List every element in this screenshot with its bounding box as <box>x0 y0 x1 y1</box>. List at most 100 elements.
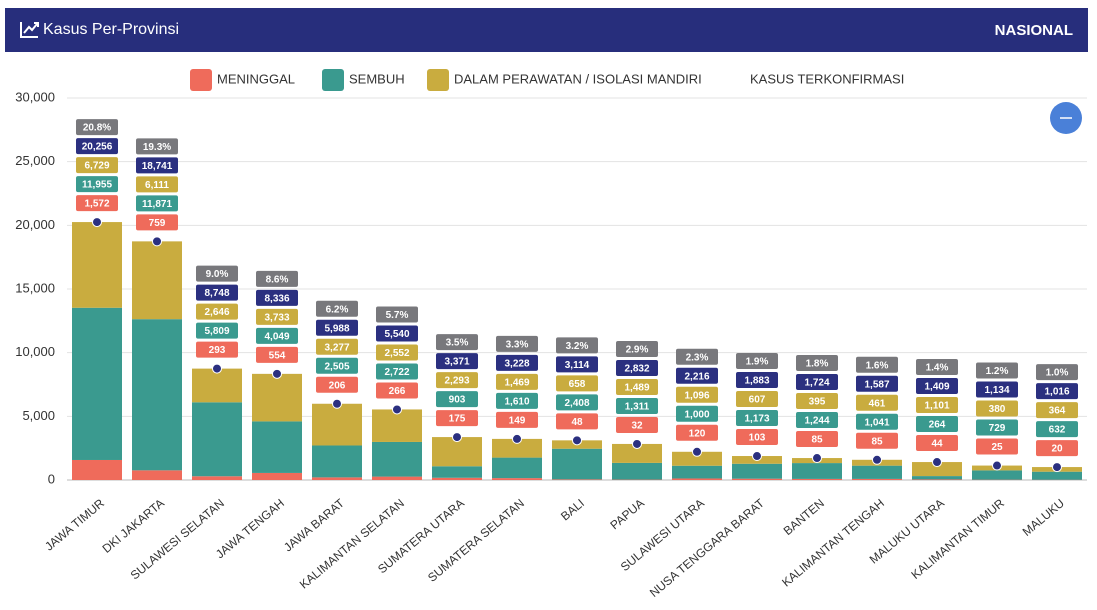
share-label: 8.6% <box>266 274 289 285</box>
total-label: 3,114 <box>565 360 590 371</box>
bar-segment <box>132 319 182 470</box>
header-title: Kasus Per-Provinsi <box>43 21 179 38</box>
bar-segment <box>252 421 302 473</box>
value-label: 1,101 <box>924 401 949 412</box>
total-label: 20,256 <box>82 142 113 153</box>
bar-segment <box>672 466 722 479</box>
value-label: 1,311 <box>625 402 650 413</box>
y-tick-label: 0 <box>48 471 55 486</box>
bar-segment <box>972 470 1022 479</box>
bar-segment <box>432 466 482 477</box>
total-label: 5,988 <box>324 323 349 334</box>
value-label: 206 <box>329 380 346 391</box>
share-label: 6.2% <box>326 304 349 315</box>
bar-segment <box>612 463 662 480</box>
share-label: 1.4% <box>926 363 949 374</box>
value-label: 20 <box>1051 444 1063 455</box>
value-label: 25 <box>991 442 1003 453</box>
share-label: 5.7% <box>386 310 409 321</box>
value-label: 2,722 <box>384 367 409 378</box>
bar-segment <box>312 477 362 480</box>
value-label: 759 <box>149 218 166 229</box>
value-label: 3,733 <box>264 312 289 323</box>
value-label: 632 <box>1049 425 1066 436</box>
bar-segment <box>852 466 902 479</box>
value-label: 264 <box>929 420 946 431</box>
value-label: 364 <box>1049 406 1066 417</box>
x-tick-label: SUMATERA SELATAN <box>425 496 527 585</box>
value-label: 607 <box>749 395 766 406</box>
value-label: 461 <box>869 398 886 409</box>
value-label: 1,469 <box>504 378 529 389</box>
x-tick-label: PAPUA <box>607 496 646 532</box>
total-dot <box>213 364 222 373</box>
value-label: 729 <box>989 423 1006 434</box>
bar-segment <box>192 402 242 476</box>
value-label: 149 <box>509 416 526 427</box>
total-label: 8,336 <box>264 293 289 304</box>
total-label: 3,371 <box>444 357 469 368</box>
legend-swatch <box>190 69 212 91</box>
y-tick-label: 25,000 <box>15 153 55 168</box>
bar-segment <box>732 479 782 480</box>
share-label: 1.8% <box>806 359 829 370</box>
value-label: 85 <box>811 435 823 446</box>
share-label: 1.6% <box>866 360 889 371</box>
bar-segment <box>912 476 962 479</box>
value-label: 2,293 <box>444 376 469 387</box>
legend-swatch <box>427 69 449 91</box>
total-label: 1,134 <box>984 385 1009 396</box>
bar-segment <box>312 404 362 446</box>
bar-segment <box>552 479 602 480</box>
value-label: 554 <box>269 350 286 361</box>
value-label: 1,096 <box>684 390 709 401</box>
bar-segment <box>252 374 302 422</box>
y-tick-label: 30,000 <box>15 89 55 104</box>
bar-segment <box>72 222 122 308</box>
share-label: 1.2% <box>986 366 1009 377</box>
total-label: 1,724 <box>804 378 829 389</box>
total-dot <box>153 237 162 246</box>
value-label: 103 <box>749 433 766 444</box>
total-dot <box>693 447 702 456</box>
legend-label: MENINGGAL <box>217 71 295 86</box>
bar-segment <box>192 476 242 480</box>
bar-segment <box>732 464 782 479</box>
share-label: 9.0% <box>206 269 229 280</box>
value-label: 658 <box>569 379 586 390</box>
x-tick-label: KALIMANTAN TENGAH <box>779 496 887 590</box>
bar-segment <box>132 241 182 319</box>
total-dot <box>453 433 462 442</box>
share-label: 3.2% <box>566 341 589 352</box>
value-label: 5,809 <box>204 326 229 337</box>
total-dot <box>753 452 762 461</box>
legend-label: KASUS TERKONFIRMASI <box>750 71 904 86</box>
total-label: 5,540 <box>384 329 409 340</box>
bar-segment <box>672 478 722 480</box>
total-dot <box>393 405 402 414</box>
legend-label: DALAM PERAWATAN / ISOLASI MANDIRI <box>454 71 702 86</box>
total-dot <box>1053 463 1062 472</box>
bar-segment <box>852 479 902 480</box>
total-dot <box>273 369 282 378</box>
value-label: 1,000 <box>684 409 709 420</box>
x-tick-label: NUSA TENGGARA BARAT <box>647 496 768 600</box>
bar-segment <box>492 478 542 480</box>
header-scope[interactable]: NASIONAL <box>995 22 1073 39</box>
bar-segment <box>72 308 122 460</box>
value-label: 1,041 <box>864 417 889 428</box>
bar-segment <box>552 449 602 480</box>
y-tick-label: 10,000 <box>15 344 55 359</box>
value-label: 85 <box>871 436 883 447</box>
share-label: 20.8% <box>83 123 111 134</box>
total-dot <box>813 454 822 463</box>
total-label: 2,832 <box>624 364 649 375</box>
bar-segment <box>372 442 422 477</box>
value-label: 4,049 <box>264 331 289 342</box>
value-label: 1,489 <box>624 383 649 394</box>
x-tick-label: MALUKU <box>1020 496 1067 539</box>
share-label: 1.0% <box>1046 368 1069 379</box>
